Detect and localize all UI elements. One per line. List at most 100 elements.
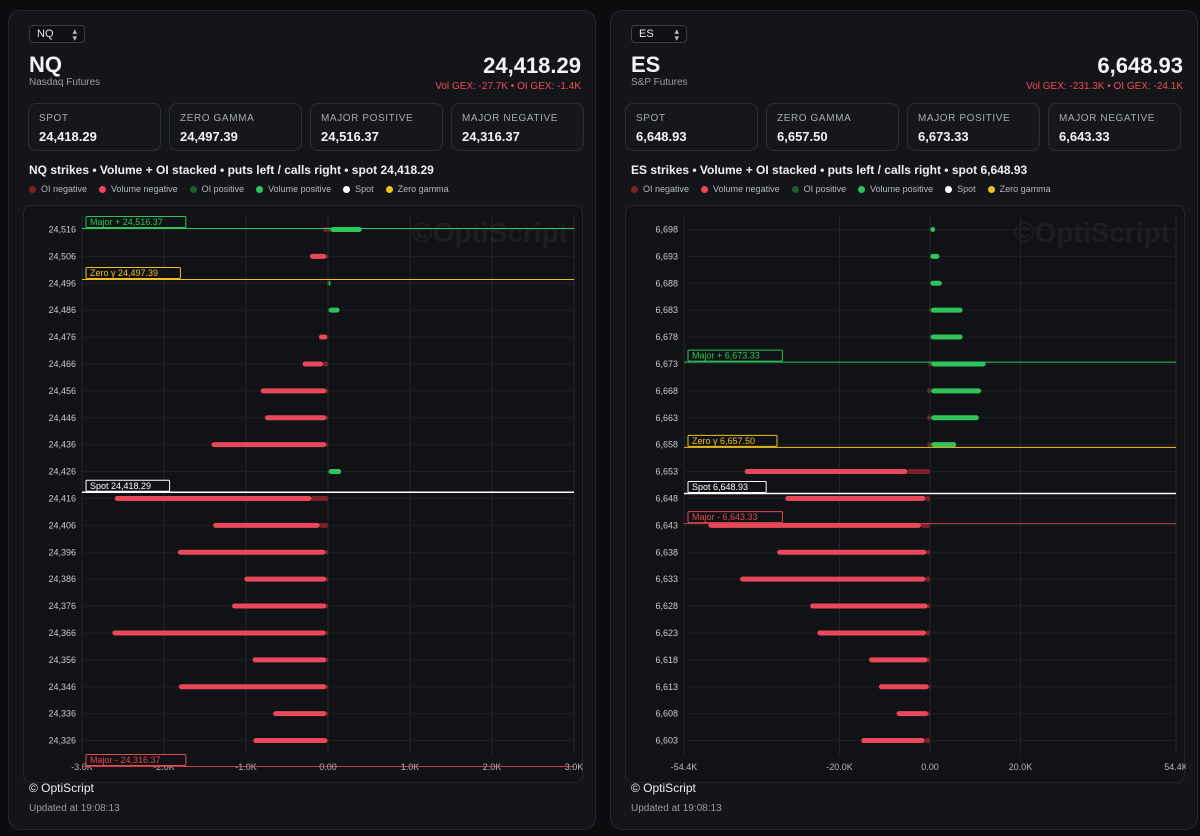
bar-volume-negative xyxy=(177,549,326,555)
y-tick-label: 6,688 xyxy=(655,278,678,288)
symbol-select[interactable]: ES ▴ ▾ xyxy=(631,25,687,43)
strike-chart-svg: ©OptiScript -3.0K -2.0K -1.0K 0.00 1.0K 2.0K 3.… xyxy=(48,215,583,772)
y-tick-label: 6,653 xyxy=(655,467,678,477)
y-tick-label: 6,638 xyxy=(655,547,678,557)
chart-legend: OI negative Volume negative OI positive … xyxy=(631,184,1051,194)
y-tick-label: 24,406 xyxy=(48,520,76,530)
bar-volume-negative xyxy=(896,711,929,717)
legend-oi-negative: OI negative xyxy=(29,184,87,194)
chart-title: ES strikes • Volume + OI stacked • puts … xyxy=(631,163,1028,177)
legend-dot-icon xyxy=(256,185,264,193)
legend-dot-icon xyxy=(99,185,107,193)
bar-volume-negative xyxy=(112,630,326,636)
y-tick-label: 6,683 xyxy=(655,305,678,315)
bar-oi-negative xyxy=(927,657,930,663)
major-negative-card-value: 24,316.37 xyxy=(462,129,520,144)
bar-oi-negative xyxy=(326,657,328,663)
major-positive-label: Major + 24,516.37 xyxy=(90,217,163,227)
legend-oi-positive: OI positive xyxy=(189,184,244,194)
bar-oi-negative xyxy=(929,307,930,313)
bar-oi-positive xyxy=(328,226,331,232)
spot-card-value: 24,418.29 xyxy=(39,129,97,144)
major-positive-card: MAJOR POSITIVE 24,516.37 xyxy=(310,103,443,151)
bar-volume-negative xyxy=(244,576,327,582)
y-tick-label: 24,376 xyxy=(48,601,76,611)
bar-oi-positive xyxy=(930,415,932,421)
spot-card-value: 6,648.93 xyxy=(636,129,687,144)
legend-dot-icon xyxy=(29,185,36,193)
y-tick-label: 24,476 xyxy=(48,332,76,342)
y-tick-label: 6,623 xyxy=(655,628,678,638)
y-tick-label: 6,628 xyxy=(655,601,678,611)
zero-gamma-label: Zero γ 6,657.50 xyxy=(692,436,755,446)
updated-at: Updated at 19:08:13 xyxy=(631,803,722,814)
bar-volume-positive xyxy=(328,307,340,313)
bar-oi-positive xyxy=(328,469,329,475)
bar-oi-positive xyxy=(328,280,329,286)
y-tick-label: 6,663 xyxy=(655,413,678,423)
major-negative-card: MAJOR NEGATIVE 6,643.33 xyxy=(1048,103,1181,151)
legend-volume-positive: Volume positive xyxy=(858,184,933,194)
chevron-updown-icon: ▴ ▾ xyxy=(674,26,679,43)
bar-oi-negative xyxy=(326,684,328,690)
bar-oi-negative xyxy=(927,388,930,394)
bar-volume-negative xyxy=(114,495,312,501)
zero-gamma-label-box xyxy=(687,434,778,447)
legend-dot-icon xyxy=(701,185,709,193)
spot-price: 6,648.93 xyxy=(1097,53,1183,78)
bar-oi-positive xyxy=(930,388,932,394)
bar-oi-negative xyxy=(326,442,328,448)
major-negative-label: Major - 6,643.33 xyxy=(692,512,758,522)
zero-gamma-card-value: 6,657.50 xyxy=(777,129,828,144)
bar-oi-negative xyxy=(319,522,328,528)
y-tick-label: 6,603 xyxy=(655,736,678,746)
y-tick-label: 6,608 xyxy=(655,709,678,719)
bar-oi-negative xyxy=(311,495,328,501)
y-tick-label: 24,386 xyxy=(48,574,76,584)
y-tick-label: 6,673 xyxy=(655,359,678,369)
bar-volume-positive xyxy=(930,226,935,232)
bar-oi-negative xyxy=(927,603,930,609)
y-tick-label: 24,436 xyxy=(48,440,76,450)
y-tick-label: 24,516 xyxy=(48,224,76,234)
bar-volume-positive xyxy=(930,253,940,259)
zero-gamma-card-label: ZERO GAMMA xyxy=(180,113,255,124)
symbol-title: ES xyxy=(631,52,661,77)
bar-oi-negative xyxy=(326,253,328,259)
legend-zero-gamma: Zero gamma xyxy=(987,184,1051,194)
bar-volume-negative xyxy=(273,711,327,717)
spot-price: 24,418.29 xyxy=(483,53,581,78)
legend-volume-negative: Volume negative xyxy=(701,184,780,194)
bar-volume-positive xyxy=(931,388,982,394)
y-tick-label: 6,633 xyxy=(655,574,678,584)
bar-oi-negative xyxy=(325,549,328,555)
legend-dot-icon xyxy=(385,185,393,193)
x-tick-label: -54.4K xyxy=(671,762,698,772)
bar-volume-positive xyxy=(328,280,331,286)
x-tick-label: -20.0K xyxy=(826,762,853,772)
y-tick-label: 6,698 xyxy=(655,224,678,234)
symbol-select[interactable]: NQ ▴ ▾ xyxy=(29,25,85,43)
spot-card: SPOT 6,648.93 xyxy=(625,103,758,151)
major-negative-card-label: MAJOR NEGATIVE xyxy=(462,113,559,124)
bar-oi-negative xyxy=(925,576,930,582)
legend-dot-icon xyxy=(631,185,638,193)
bar-oi-negative xyxy=(323,361,328,367)
bar-oi-negative xyxy=(325,630,328,636)
copyright: © OptiScript xyxy=(29,781,94,795)
bar-volume-positive xyxy=(328,469,342,475)
y-tick-label: 24,366 xyxy=(48,628,76,638)
y-tick-label: 6,668 xyxy=(655,386,678,396)
chart-title: NQ strikes • Volume + OI stacked • puts … xyxy=(29,163,434,177)
bar-volume-negative xyxy=(817,630,926,636)
bar-oi-positive xyxy=(930,442,932,448)
bar-oi-positive xyxy=(930,361,932,367)
major-positive-label-box xyxy=(85,215,187,228)
x-tick-label: 2.0K xyxy=(483,762,502,772)
major-negative-label-box xyxy=(687,511,783,524)
gex-summary: Vol GEX: -231.3K • OI GEX: -24.1K xyxy=(1026,81,1183,92)
copyright: © OptiScript xyxy=(631,781,696,795)
bar-volume-negative xyxy=(744,469,908,475)
bar-oi-negative xyxy=(327,334,328,340)
spot-card-label: SPOT xyxy=(39,113,69,124)
